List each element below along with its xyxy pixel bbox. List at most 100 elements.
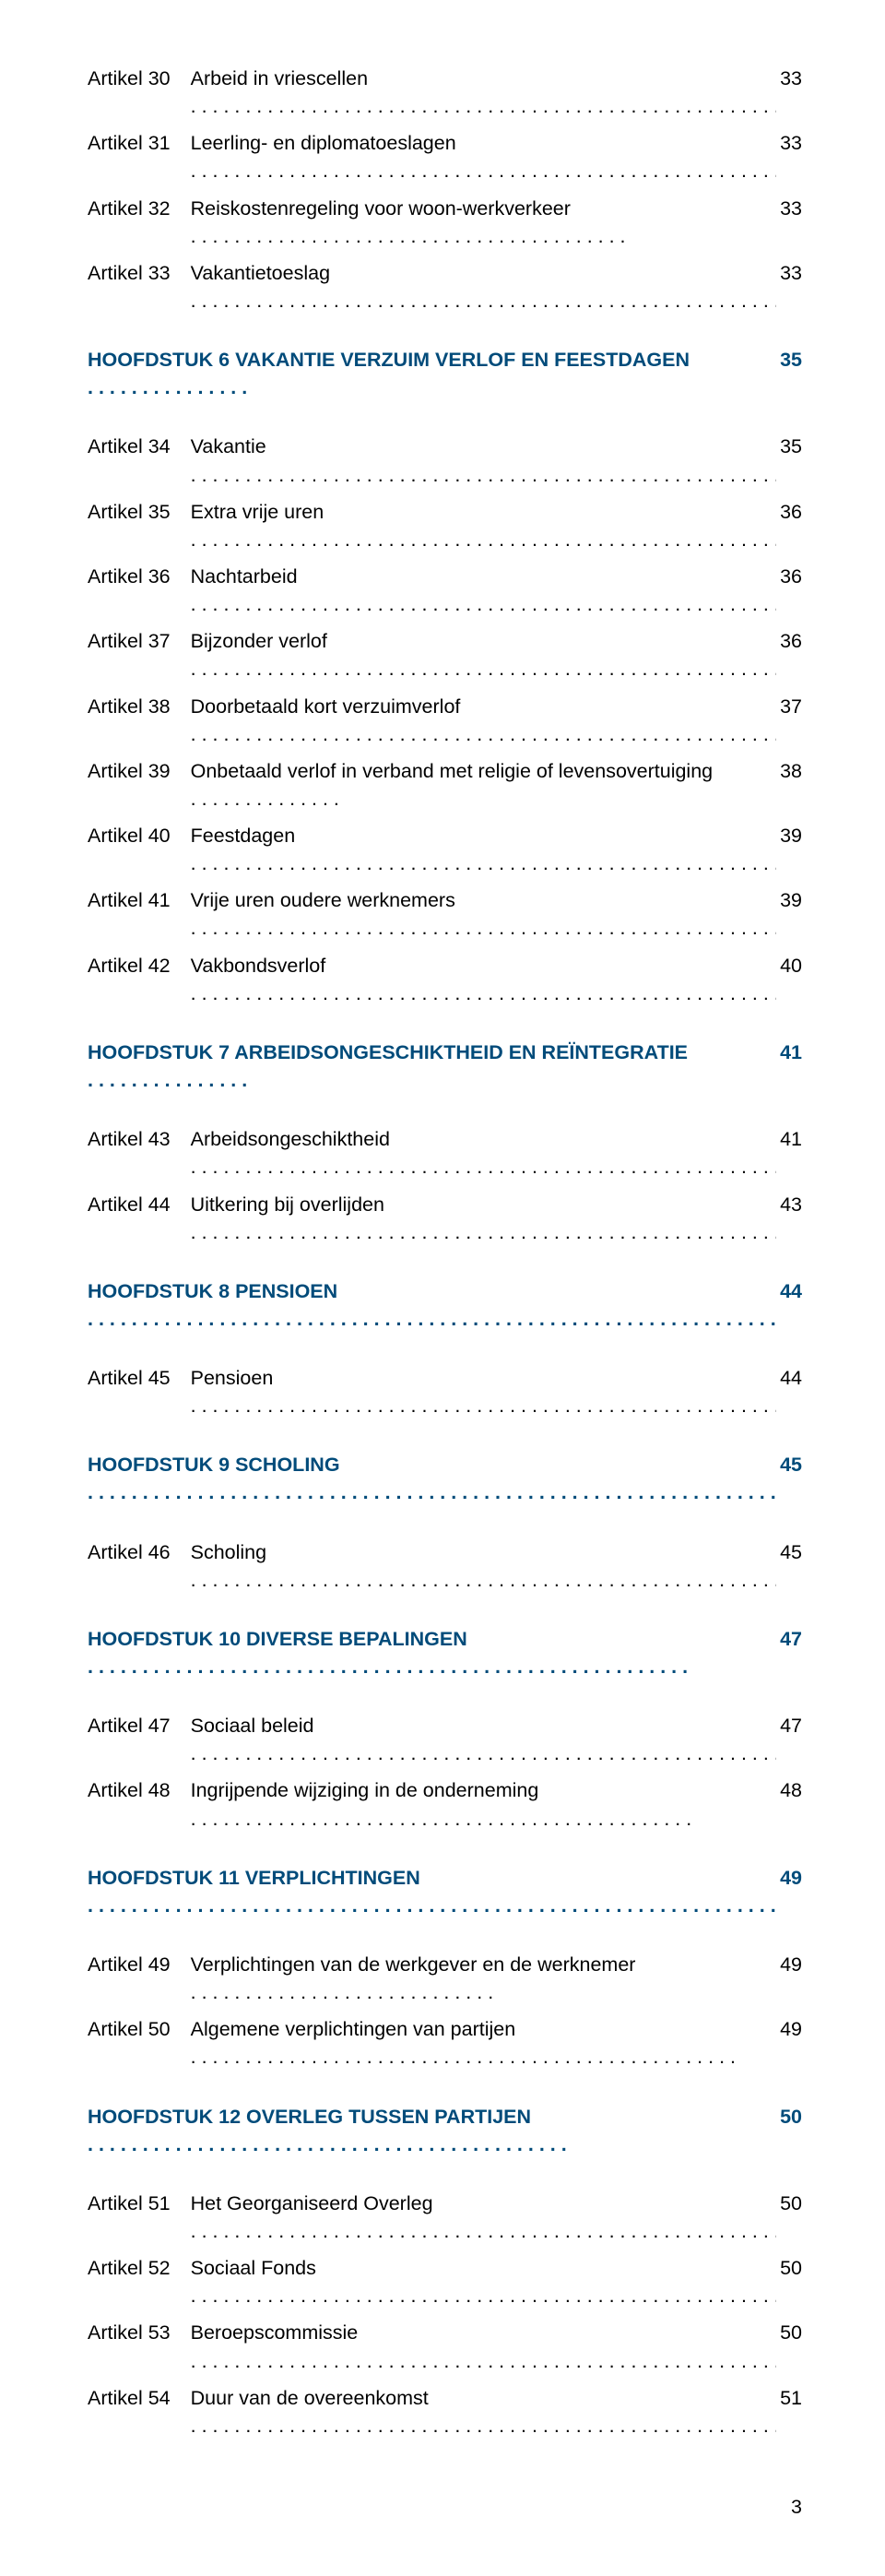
toc-article-label: Artikel 45	[88, 1364, 171, 1392]
toc-page-number: 44	[776, 1277, 802, 1305]
toc-article-row: Artikel 49Verplichtingen van de werkgeve…	[88, 1951, 802, 2013]
toc-article-row: Artikel 34Vakantie. . . . . . . . . . . …	[88, 433, 802, 495]
toc-article-title: Vrije uren oudere werknemers. . . . . . …	[171, 886, 776, 949]
toc-leader-dots: . . . . . . . . . . . . . . . . . . . . …	[191, 655, 776, 683]
toc-leader-dots: . . . . . . . . . . . . . . . . . . . . …	[191, 157, 776, 184]
toc-leader-dots: . . . . . . . . . . . . . . . . . . . . …	[88, 1653, 688, 1680]
toc-leader-dots: . . . . . . . . . . . . . . . . . . . . …	[191, 1218, 776, 1246]
toc-article-label: Artikel 35	[88, 498, 171, 526]
toc-page-number: 36	[776, 627, 802, 655]
toc-page-number: 33	[776, 195, 802, 222]
toc-page-number: 40	[776, 952, 802, 979]
toc-chapter-label: HOOFDSTUK 6 VAKANTIE VERZUIM VERLOF EN F…	[88, 346, 776, 409]
toc-article-label: Artikel 41	[88, 886, 171, 914]
toc-chapter-label: HOOFDSTUK 12 OVERLEG TUSSEN PARTIJEN. . …	[88, 2103, 776, 2166]
toc-leader-dots: . . . . . . . . . . . . . . . . . . . . …	[191, 1566, 776, 1594]
toc-article-row: Artikel 43Arbeidsongeschiktheid. . . . .…	[88, 1125, 802, 1188]
toc-page-number: 41	[776, 1039, 802, 1066]
toc-leader-dots: . . . . . . . . . . . . . . . . . . . . …	[191, 720, 776, 748]
toc-article-label: Artikel 30	[88, 65, 171, 92]
toc-article-row: Artikel 33Vakantietoeslag. . . . . . . .…	[88, 259, 802, 322]
toc-page-number: 36	[776, 563, 802, 590]
toc-article-label: Artikel 54	[88, 2384, 171, 2412]
toc-article-title: Algemene verplichtingen van partijen. . …	[171, 2015, 776, 2078]
toc-leader-dots: . . . . . . . . . . . . . . . . . . . . …	[191, 979, 776, 1007]
toc-article-label: Artikel 37	[88, 627, 171, 655]
toc-article-title: Scholing. . . . . . . . . . . . . . . . …	[171, 1538, 776, 1601]
toc-page-number: 39	[776, 822, 802, 849]
toc-page-number: 44	[776, 1364, 802, 1392]
toc-article-row: Artikel 38Doorbetaald kort verzuimverlof…	[88, 693, 802, 755]
toc-page-number: 47	[776, 1712, 802, 1739]
toc-page-number: 49	[776, 1864, 802, 1892]
toc-page-number: 37	[776, 693, 802, 720]
toc-leader-dots: . . . . . . . . . . . . . . . . . . . . …	[191, 2412, 776, 2439]
toc-article-title: Extra vrije uren. . . . . . . . . . . . …	[171, 498, 776, 561]
toc-leader-dots: . . . . . . . . . . . . . . . . . . . . …	[191, 1805, 692, 1833]
toc-article-row: Artikel 35Extra vrije uren. . . . . . . …	[88, 498, 802, 561]
table-of-contents: Artikel 30Arbeid in vriescellen. . . . .…	[88, 65, 802, 2447]
toc-leader-dots: . . . . . . . . . . . . . . . . . . . . …	[88, 1478, 776, 1506]
toc-article-row: Artikel 39Onbetaald verlof in verband me…	[88, 757, 802, 820]
toc-article-label: Artikel 49	[88, 1951, 171, 1978]
toc-article-title: Nachtarbeid. . . . . . . . . . . . . . .…	[171, 563, 776, 625]
toc-article-row: Artikel 47Sociaal beleid. . . . . . . . …	[88, 1712, 802, 1775]
toc-article-label: Artikel 34	[88, 433, 171, 460]
toc-article-row: Artikel 51Het Georganiseerd Overleg. . .…	[88, 2190, 802, 2252]
toc-page-number: 47	[776, 1625, 802, 1653]
toc-leader-dots: . . . . . . . . . . . . . .	[191, 785, 339, 813]
toc-article-label: Artikel 46	[88, 1538, 171, 1566]
toc-chapter-row: HOOFDSTUK 7 ARBEIDSONGESCHIKTHEID EN REÏ…	[88, 1039, 802, 1101]
toc-page-number: 33	[776, 65, 802, 92]
toc-page-number: 38	[776, 757, 802, 785]
toc-page-number: 50	[776, 2319, 802, 2346]
toc-page-number: 43	[776, 1191, 802, 1218]
toc-article-label: Artikel 47	[88, 1712, 171, 1739]
toc-article-title: Ingrijpende wijziging in de onderneming.…	[171, 1776, 776, 1839]
toc-article-label: Artikel 36	[88, 563, 171, 590]
toc-article-title: Sociaal beleid. . . . . . . . . . . . . …	[171, 1712, 776, 1775]
toc-leader-dots: . . . . . . . . . . . . . . . . . . . . …	[88, 1305, 776, 1333]
toc-article-label: Artikel 32	[88, 195, 171, 222]
toc-article-row: Artikel 52Sociaal Fonds. . . . . . . . .…	[88, 2254, 802, 2317]
toc-page-number: 49	[776, 1951, 802, 1978]
toc-leader-dots: . . . . . . . . . . . . . . . . . . . . …	[191, 526, 776, 553]
toc-article-title: Beroepscommissie. . . . . . . . . . . . …	[171, 2319, 776, 2381]
toc-page-number: 35	[776, 433, 802, 460]
toc-article-row: Artikel 42Vakbondsverlof. . . . . . . . …	[88, 952, 802, 1015]
toc-leader-dots: . . . . . . . . . . . . . . . . . . . . …	[191, 92, 776, 120]
toc-article-title: Vakbondsverlof. . . . . . . . . . . . . …	[171, 952, 776, 1015]
toc-page-number: 33	[776, 259, 802, 287]
toc-article-label: Artikel 51	[88, 2190, 171, 2217]
toc-article-row: Artikel 41Vrije uren oudere werknemers. …	[88, 886, 802, 949]
toc-article-row: Artikel 54Duur van de overeenkomst. . . …	[88, 2384, 802, 2447]
toc-article-title: Onbetaald verlof in verband met religie …	[171, 757, 776, 820]
toc-leader-dots: . . . . . . . . . . . . . . . . . . . . …	[191, 849, 776, 877]
toc-article-title: Reiskostenregeling voor woon-werkverkeer…	[171, 195, 776, 257]
toc-chapter-row: HOOFDSTUK 12 OVERLEG TUSSEN PARTIJEN. . …	[88, 2103, 802, 2166]
toc-page-number: 50	[776, 2103, 802, 2131]
toc-page-number: 33	[776, 129, 802, 157]
page-number: 3	[88, 2493, 802, 2521]
toc-leader-dots: . . . . . . . . . . . . . . . . . . . . …	[191, 2347, 776, 2375]
toc-page-number: 45	[776, 1451, 802, 1478]
toc-page-number: 45	[776, 1538, 802, 1566]
toc-leader-dots: . . . . . . . . . . . . . . .	[88, 374, 247, 401]
toc-article-title: Uitkering bij overlijden. . . . . . . . …	[171, 1191, 776, 1253]
toc-chapter-label: HOOFDSTUK 9 SCHOLING. . . . . . . . . . …	[88, 1451, 776, 1514]
toc-page-number: 39	[776, 886, 802, 914]
toc-chapter-row: HOOFDSTUK 6 VAKANTIE VERZUIM VERLOF EN F…	[88, 346, 802, 409]
toc-chapter-row: HOOFDSTUK 11 VERPLICHTINGEN. . . . . . .…	[88, 1864, 802, 1927]
toc-page-number: 50	[776, 2254, 802, 2282]
toc-article-label: Artikel 33	[88, 259, 171, 287]
toc-article-label: Artikel 42	[88, 952, 171, 979]
toc-article-label: Artikel 39	[88, 757, 171, 785]
toc-article-title: Vakantietoeslag. . . . . . . . . . . . .…	[171, 259, 776, 322]
toc-article-row: Artikel 40Feestdagen. . . . . . . . . . …	[88, 822, 802, 884]
toc-leader-dots: . . . . . . . . . . . . . . . . . . . . …	[191, 1978, 494, 2006]
toc-chapter-label: HOOFDSTUK 10 DIVERSE BEPALINGEN. . . . .…	[88, 1625, 776, 1688]
toc-article-label: Artikel 53	[88, 2319, 171, 2346]
toc-article-row: Artikel 30Arbeid in vriescellen. . . . .…	[88, 65, 802, 127]
toc-leader-dots: . . . . . . . . . . . . . . . . . . . . …	[191, 590, 776, 618]
toc-article-label: Artikel 48	[88, 1776, 171, 1804]
